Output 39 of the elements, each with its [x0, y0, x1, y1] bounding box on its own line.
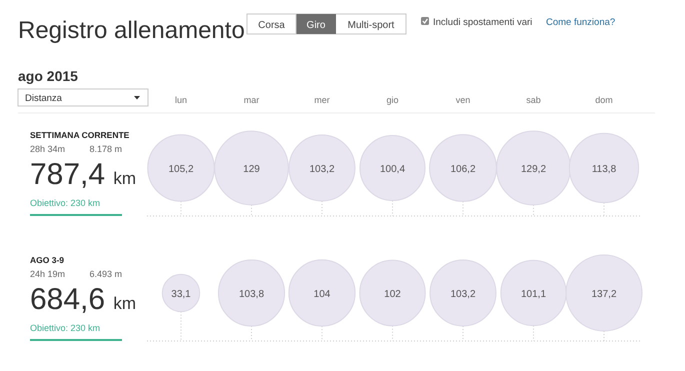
text: 28h 34m — [30, 144, 66, 154]
text: Includi spostamenti vari — [433, 17, 532, 28]
category-label: gio — [386, 95, 399, 105]
data-label: 129 — [243, 164, 260, 175]
text: ago 2015 — [18, 68, 78, 84]
data-label: 129,2 — [520, 164, 546, 175]
category-label: sab — [526, 95, 541, 105]
data-label: 113,8 — [592, 164, 617, 175]
text: Corsa — [258, 20, 286, 31]
data-label: 100,4 — [380, 164, 406, 175]
category-label: lun — [174, 95, 188, 105]
category-label: mar — [244, 95, 260, 105]
text: 684,6 km — [30, 283, 136, 316]
category-label: mer — [314, 95, 330, 105]
data-label: 103,2 — [309, 164, 335, 175]
data-label: 105,2 — [168, 164, 194, 175]
data-label: 137,2 — [591, 289, 617, 300]
text: Come funziona? — [546, 17, 616, 28]
text: Distanza — [25, 93, 63, 104]
data-label: 106,2 — [450, 164, 476, 175]
category-label: ven — [456, 95, 470, 105]
data-label: 103,2 — [450, 289, 476, 300]
text: Giro — [306, 20, 326, 31]
text: 8.178 m — [89, 144, 122, 154]
data-label: 33,1 — [171, 289, 192, 300]
text: Obiettivo: 230 km — [30, 323, 100, 333]
category-label: dom — [595, 95, 613, 105]
text: Multi-sport — [348, 20, 395, 31]
text: AGO 3-9 — [30, 255, 64, 265]
text: 6.493 m — [89, 269, 122, 279]
text: 787,4 km — [30, 158, 136, 191]
data-label: 102 — [384, 289, 402, 300]
text: Registro allenamento — [18, 17, 245, 44]
data-label: 104 — [314, 289, 331, 300]
text: SETTIMANA CORRENTE — [30, 130, 130, 140]
text: Obiettivo: 230 km — [30, 198, 100, 208]
text: 24h 19m — [30, 269, 66, 279]
data-label: 103,8 — [238, 289, 264, 300]
data-label: 101,1 — [520, 289, 546, 300]
